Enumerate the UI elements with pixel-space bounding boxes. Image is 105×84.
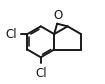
Text: Cl: Cl: [5, 28, 16, 41]
Text: Cl: Cl: [35, 67, 47, 80]
Text: O: O: [53, 9, 63, 22]
